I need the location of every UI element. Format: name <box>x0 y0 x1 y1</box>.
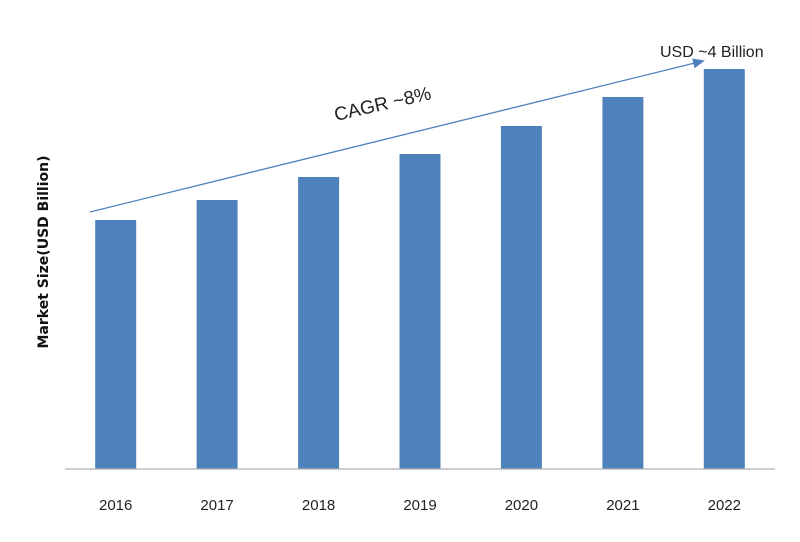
bar-2021 <box>602 97 644 469</box>
bar-2018 <box>298 177 340 469</box>
bar-2020 <box>500 126 542 469</box>
y-axis-label: Market Size(USD Billion) <box>36 156 52 349</box>
x-tick-label-2016: 2016 <box>99 497 132 514</box>
end-value-annotation: USD ~4 Billion <box>660 44 764 61</box>
x-tick-label-2017: 2017 <box>200 497 233 514</box>
x-tick-label-2020: 2020 <box>505 497 538 514</box>
bar-2017 <box>196 200 238 469</box>
x-tick-label-2021: 2021 <box>606 497 639 514</box>
bar-2016 <box>95 220 137 469</box>
bar-2022 <box>703 69 745 469</box>
x-tick-label-2022: 2022 <box>708 497 741 514</box>
bar-2019 <box>399 154 441 469</box>
bar-series <box>95 69 745 469</box>
x-tick-label-2018: 2018 <box>302 497 335 514</box>
cagr-trend-arrow <box>89 58 705 213</box>
x-tick-labels: 2016 2017 2018 2019 2020 2021 2022 <box>99 497 741 514</box>
cagr-annotation: CAGR ~8% <box>332 83 433 126</box>
x-tick-label-2019: 2019 <box>403 497 436 514</box>
